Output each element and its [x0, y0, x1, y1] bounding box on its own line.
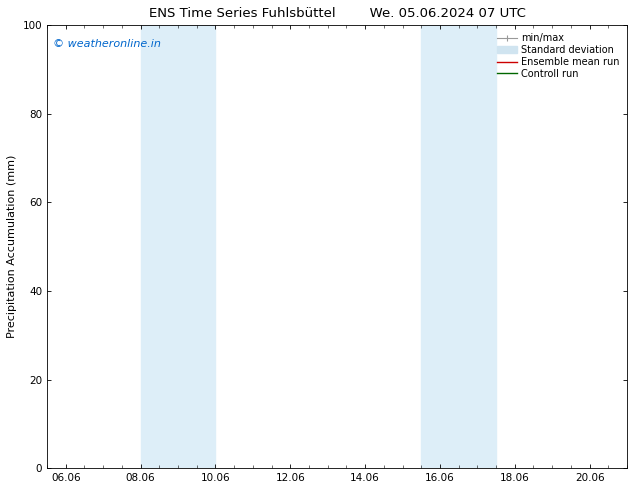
Y-axis label: Precipitation Accumulation (mm): Precipitation Accumulation (mm): [7, 155, 17, 339]
Bar: [458, 25, 496, 468]
Bar: [141, 25, 216, 468]
Bar: [421, 25, 458, 468]
Text: © weatheronline.in: © weatheronline.in: [53, 39, 160, 49]
Title: ENS Time Series Fuhlsbüttel        We. 05.06.2024 07 UTC: ENS Time Series Fuhlsbüttel We. 05.06.20…: [148, 7, 526, 20]
Legend: min/max, Standard deviation, Ensemble mean run, Controll run: min/max, Standard deviation, Ensemble me…: [495, 30, 622, 82]
